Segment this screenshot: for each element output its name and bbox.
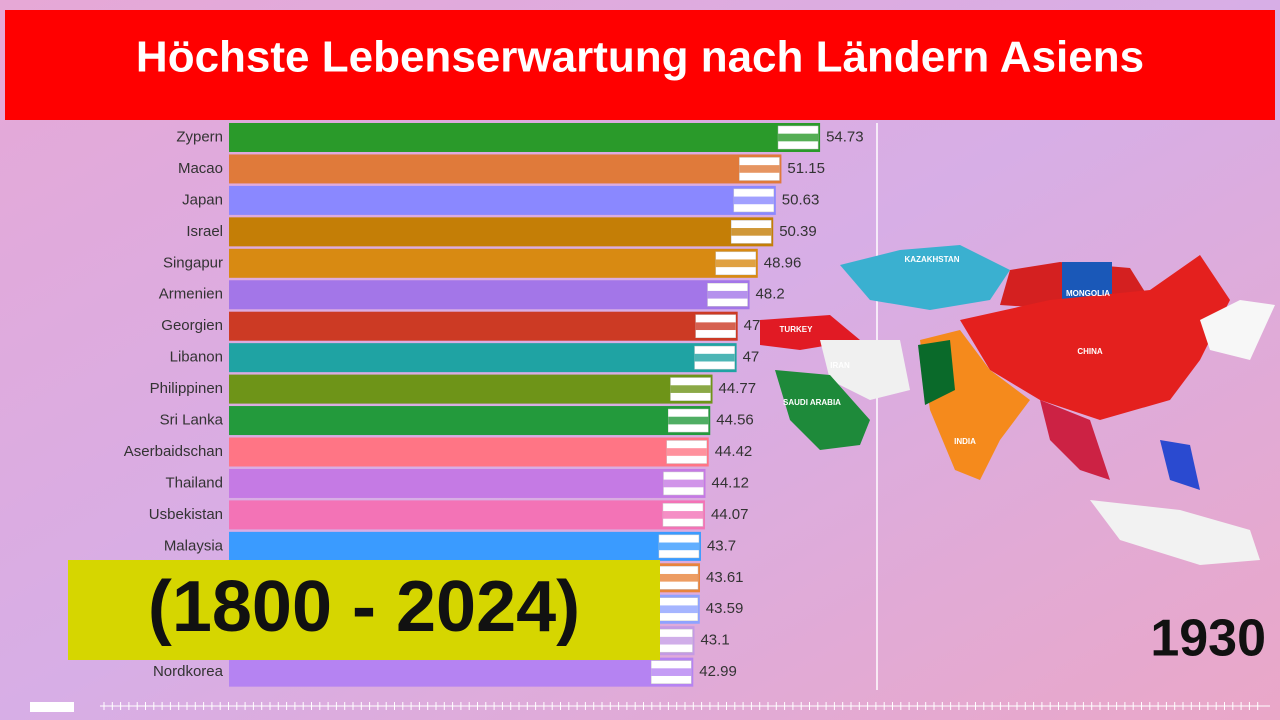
flag-stripe [668, 416, 709, 425]
bar [229, 280, 750, 310]
subtitle-box [68, 560, 660, 660]
value-label: 43.59 [706, 600, 744, 617]
map-label: KAZAKHSTAN [905, 255, 960, 264]
flag-stripe [662, 511, 703, 519]
category-label: Thailand [165, 474, 223, 491]
map-label: TURKEY [780, 325, 814, 334]
category-label: Usbekistan [149, 506, 223, 523]
category-label: Armenien [159, 286, 223, 303]
value-label: 54.73 [826, 128, 864, 145]
bar [229, 468, 706, 498]
bar [229, 437, 709, 467]
flag-stripe [658, 542, 699, 551]
map-label: CHINA [1077, 347, 1103, 356]
value-label: 50.63 [782, 191, 820, 208]
map-country [1090, 500, 1260, 565]
flag-stripe [733, 196, 774, 205]
flag-stripe [657, 573, 698, 582]
category-label: Japan [182, 191, 223, 208]
bar [229, 657, 694, 687]
bar [229, 531, 701, 561]
bar [229, 343, 737, 373]
value-label: 51.15 [787, 160, 825, 177]
map-country [820, 340, 910, 400]
bar [229, 406, 711, 436]
flag-stripe [651, 668, 692, 676]
bar [229, 374, 713, 404]
flag-stripe [695, 322, 736, 331]
category-label: Aserbaidschan [124, 443, 223, 460]
value-label: 50.39 [779, 223, 817, 240]
title-banner [5, 10, 1275, 120]
bar [229, 217, 774, 247]
flag-stripe [715, 259, 756, 268]
value-label: 44.07 [711, 506, 749, 523]
bar [229, 500, 705, 530]
year-label: 1930 [1150, 610, 1266, 668]
value-label: 48.2 [756, 286, 785, 303]
value-label: 44.56 [716, 412, 754, 429]
category-label: Macao [178, 160, 223, 177]
category-label: Libanon [170, 349, 223, 366]
flag-stripe [652, 636, 693, 645]
value-label: 43.7 [707, 537, 736, 554]
bar [229, 154, 782, 184]
map-country [1200, 300, 1275, 360]
chart-title: Höchste Lebenserwartung nach Ländern Asi… [136, 33, 1144, 82]
bar [229, 311, 738, 341]
flag-stripe [707, 290, 748, 299]
category-label: Singapur [163, 254, 223, 271]
map-country [840, 245, 1010, 310]
bar [229, 248, 758, 278]
bar [229, 185, 776, 215]
bar [229, 123, 821, 152]
category-label: Sri Lanka [160, 412, 224, 429]
flag-stripe [657, 605, 698, 614]
subtitle: (1800 - 2024) [148, 567, 580, 647]
value-label: 44.77 [719, 380, 757, 397]
category-label: Malaysia [164, 537, 224, 554]
map-label: MONGOLIA [1066, 289, 1110, 298]
map-label: INDIA [954, 437, 976, 446]
map-country [960, 255, 1230, 420]
value-label: 44.42 [715, 443, 753, 460]
value-label: 43.61 [706, 569, 744, 586]
flag-stripe [663, 479, 704, 488]
map-label: IRAN [830, 361, 850, 370]
flag-stripe [670, 385, 711, 393]
category-label: Nordkorea [153, 663, 224, 680]
map-country [1040, 400, 1110, 480]
value-label: 48.96 [764, 254, 802, 271]
value-label: 43.1 [700, 632, 729, 649]
map: KAZAKHSTAN MONGOLIA CHINA TURKEY IRAN SAUDI A… [760, 245, 1275, 565]
map-country [775, 370, 870, 450]
timeline-handle [30, 702, 74, 712]
value-label: 42.99 [699, 663, 737, 680]
flag-stripe [666, 448, 707, 456]
map-country [1160, 440, 1200, 490]
category-label: Zypern [176, 128, 223, 145]
category-label: Georgien [161, 317, 223, 334]
flag-stripe [731, 228, 772, 236]
category-label: Philippinen [150, 380, 223, 397]
map-label: SAUDI ARABIA [783, 398, 841, 407]
category-label: Israel [186, 223, 223, 240]
flag-stripe [778, 133, 819, 142]
flag-stripe [739, 165, 780, 173]
value-label: 47 [743, 349, 760, 366]
map-country [918, 340, 955, 405]
flag-stripe [694, 353, 735, 362]
value-label: 44.12 [711, 474, 749, 491]
